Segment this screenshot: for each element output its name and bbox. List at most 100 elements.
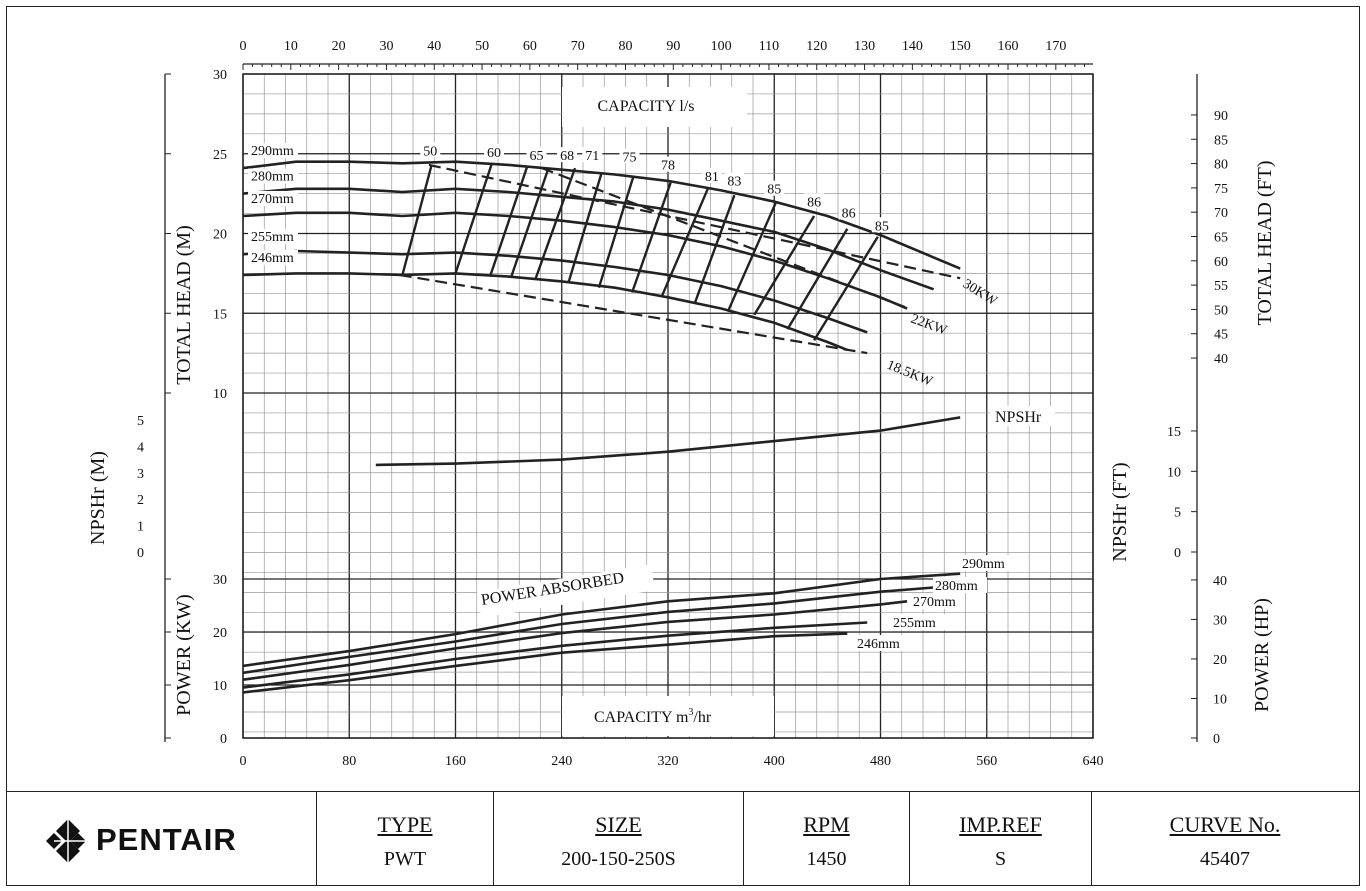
head-m-tick-label: 20: [213, 228, 227, 243]
efficiency-label: 71: [585, 149, 599, 164]
efficiency-label-bg: [804, 193, 825, 209]
head-curve-290mm: [242, 160, 961, 270]
brand-name: PENTAIR: [96, 822, 237, 857]
capacity-m3hr-box: [562, 696, 774, 736]
head-ft-tick-label: 50: [1214, 303, 1228, 318]
power-label-bg: [911, 593, 965, 609]
efficiency-label-bg: [838, 204, 859, 220]
top-tick-label: 170: [1045, 39, 1066, 54]
efficiency-label-bg: [557, 147, 578, 163]
power-kw-tick-label: 10: [213, 679, 227, 694]
plot-border: [242, 73, 1094, 739]
head-label-bg: [248, 168, 298, 184]
head-curve-246mm: [242, 272, 848, 352]
efficiency-label: 78: [661, 159, 675, 174]
rpm-cell: RPM 1450: [743, 792, 909, 886]
power-kw-tick-label: 0: [220, 732, 227, 747]
efficiency-label: 68: [560, 149, 574, 164]
efficiency-label: 83: [727, 175, 741, 190]
efficiency-line: [753, 215, 816, 316]
head-curve-label: 280mm: [251, 170, 294, 185]
impref-value: S: [994, 848, 1007, 870]
power-kw-tick-label: 30: [213, 573, 227, 588]
top-tick-label: 30: [379, 39, 393, 54]
bottom-tick-label: 80: [342, 754, 356, 769]
axes: 0 10 20 30 40 50 60 70 80 90 100 110 120 130 140 150 160…: [137, 39, 1228, 769]
power-curve-label: 270mm: [913, 595, 956, 610]
power-curve-label: 246mm: [857, 637, 900, 652]
power-hp-tick-label: 30: [1213, 613, 1227, 628]
title-block: PENTAIR TYPE PWT SIZE 200-150-250S RPM 1…: [6, 791, 1360, 886]
head-ft-tick-label: 40: [1214, 352, 1228, 367]
efficiency-line: [510, 167, 550, 277]
top-tick-label: 0: [240, 39, 247, 54]
power-kw-tick-label: 20: [213, 626, 227, 641]
power-line-label: 22KW: [909, 312, 950, 339]
head-label-bg: [248, 249, 298, 265]
top-tick-label: 110: [759, 39, 779, 54]
npshr-ft-tick-label: 5: [1174, 506, 1181, 521]
pump-curve-chart: 0 10 20 30 40 50 60 70 80 90 100 110 120 130 140 150 160…: [87, 39, 1276, 769]
head-ft-tick-label: 45: [1214, 328, 1228, 343]
head-curve-label: 246mm: [251, 251, 294, 266]
rpm-value: 1450: [806, 848, 847, 870]
efficiency-label: 75: [622, 151, 636, 166]
top-tick-label: 120: [806, 39, 827, 54]
head-ft-axis-title: TOTAL HEAD (FT): [1254, 160, 1276, 325]
npshr-m-tick-label: 3: [137, 467, 144, 482]
npshr-m-tick-label: 0: [137, 546, 144, 561]
efficiency-label-bg: [658, 156, 678, 172]
capacity-m3hr-sup: 3: [688, 707, 693, 718]
npshr-ft-axis-title: NPSHr (FT): [1109, 462, 1131, 561]
bottom-tick-label: 320: [658, 754, 679, 769]
power-hp-tick-label: 40: [1213, 574, 1227, 589]
head-ft-tick-label: 80: [1214, 158, 1228, 173]
npshr-m-tick-label: 2: [137, 493, 144, 508]
head-m-tick-label: 10: [213, 387, 227, 402]
npshr-m-axis-title: NPSHr (M): [87, 451, 109, 545]
efficiency-line: [726, 202, 777, 313]
power-curve-label: 280mm: [935, 579, 978, 594]
efficiency-label-bg: [582, 147, 603, 163]
top-tick-label: 100: [711, 39, 732, 54]
top-tick-label: 140: [902, 39, 923, 54]
top-tick-label: 130: [854, 39, 875, 54]
head-ft-tick-label: 75: [1214, 182, 1228, 197]
efficiency-line: [534, 167, 577, 281]
head-ft-tick-label: 55: [1214, 279, 1228, 294]
size-value: 200-150-250S: [561, 848, 676, 870]
head-m-axis-title: TOTAL HEAD (M): [173, 225, 195, 384]
efficiency-line: [401, 164, 433, 276]
top-tick-label: 90: [666, 39, 680, 54]
head-ft-tick-label: 90: [1214, 109, 1228, 124]
head-ft-tick-label: 65: [1214, 230, 1228, 245]
power-curve-label: 290mm: [962, 557, 1005, 572]
head-label-bg: [248, 190, 298, 206]
head-curve-255mm: [242, 249, 868, 334]
efficiency-line: [597, 175, 635, 289]
power-line-30KW: [428, 163, 961, 280]
npshr-m-tick-label: 4: [137, 440, 144, 455]
power-label-bg: [891, 614, 945, 630]
head-ft-tick-label: 70: [1214, 206, 1228, 221]
series-marks: [242, 160, 961, 694]
efficiency-line: [693, 194, 736, 305]
type-label: TYPE: [377, 812, 433, 837]
size-label: SIZE: [595, 812, 642, 837]
head-ft-tick-label: 60: [1214, 255, 1228, 270]
curve-no-value: 45407: [1200, 848, 1250, 870]
pentair-logo-icon: [46, 819, 86, 863]
npshr-curve: [375, 416, 961, 467]
power-curve-270mm: [242, 600, 908, 681]
head-label-bg: [248, 229, 298, 245]
power-line-18.5KW: [399, 273, 868, 355]
bottom-tick-label: 0: [240, 754, 247, 769]
power-hp-axis-title: POWER (HP): [1251, 598, 1273, 712]
power-line-22KW: [541, 167, 905, 308]
efficiency-label: 86: [807, 195, 821, 210]
efficiency-line: [567, 172, 603, 284]
efficiency-label: 85: [767, 183, 781, 198]
power-hp-tick-label: 20: [1213, 653, 1227, 668]
efficiency-label: 65: [530, 149, 544, 164]
npshr-m-tick-label: 1: [137, 520, 144, 535]
